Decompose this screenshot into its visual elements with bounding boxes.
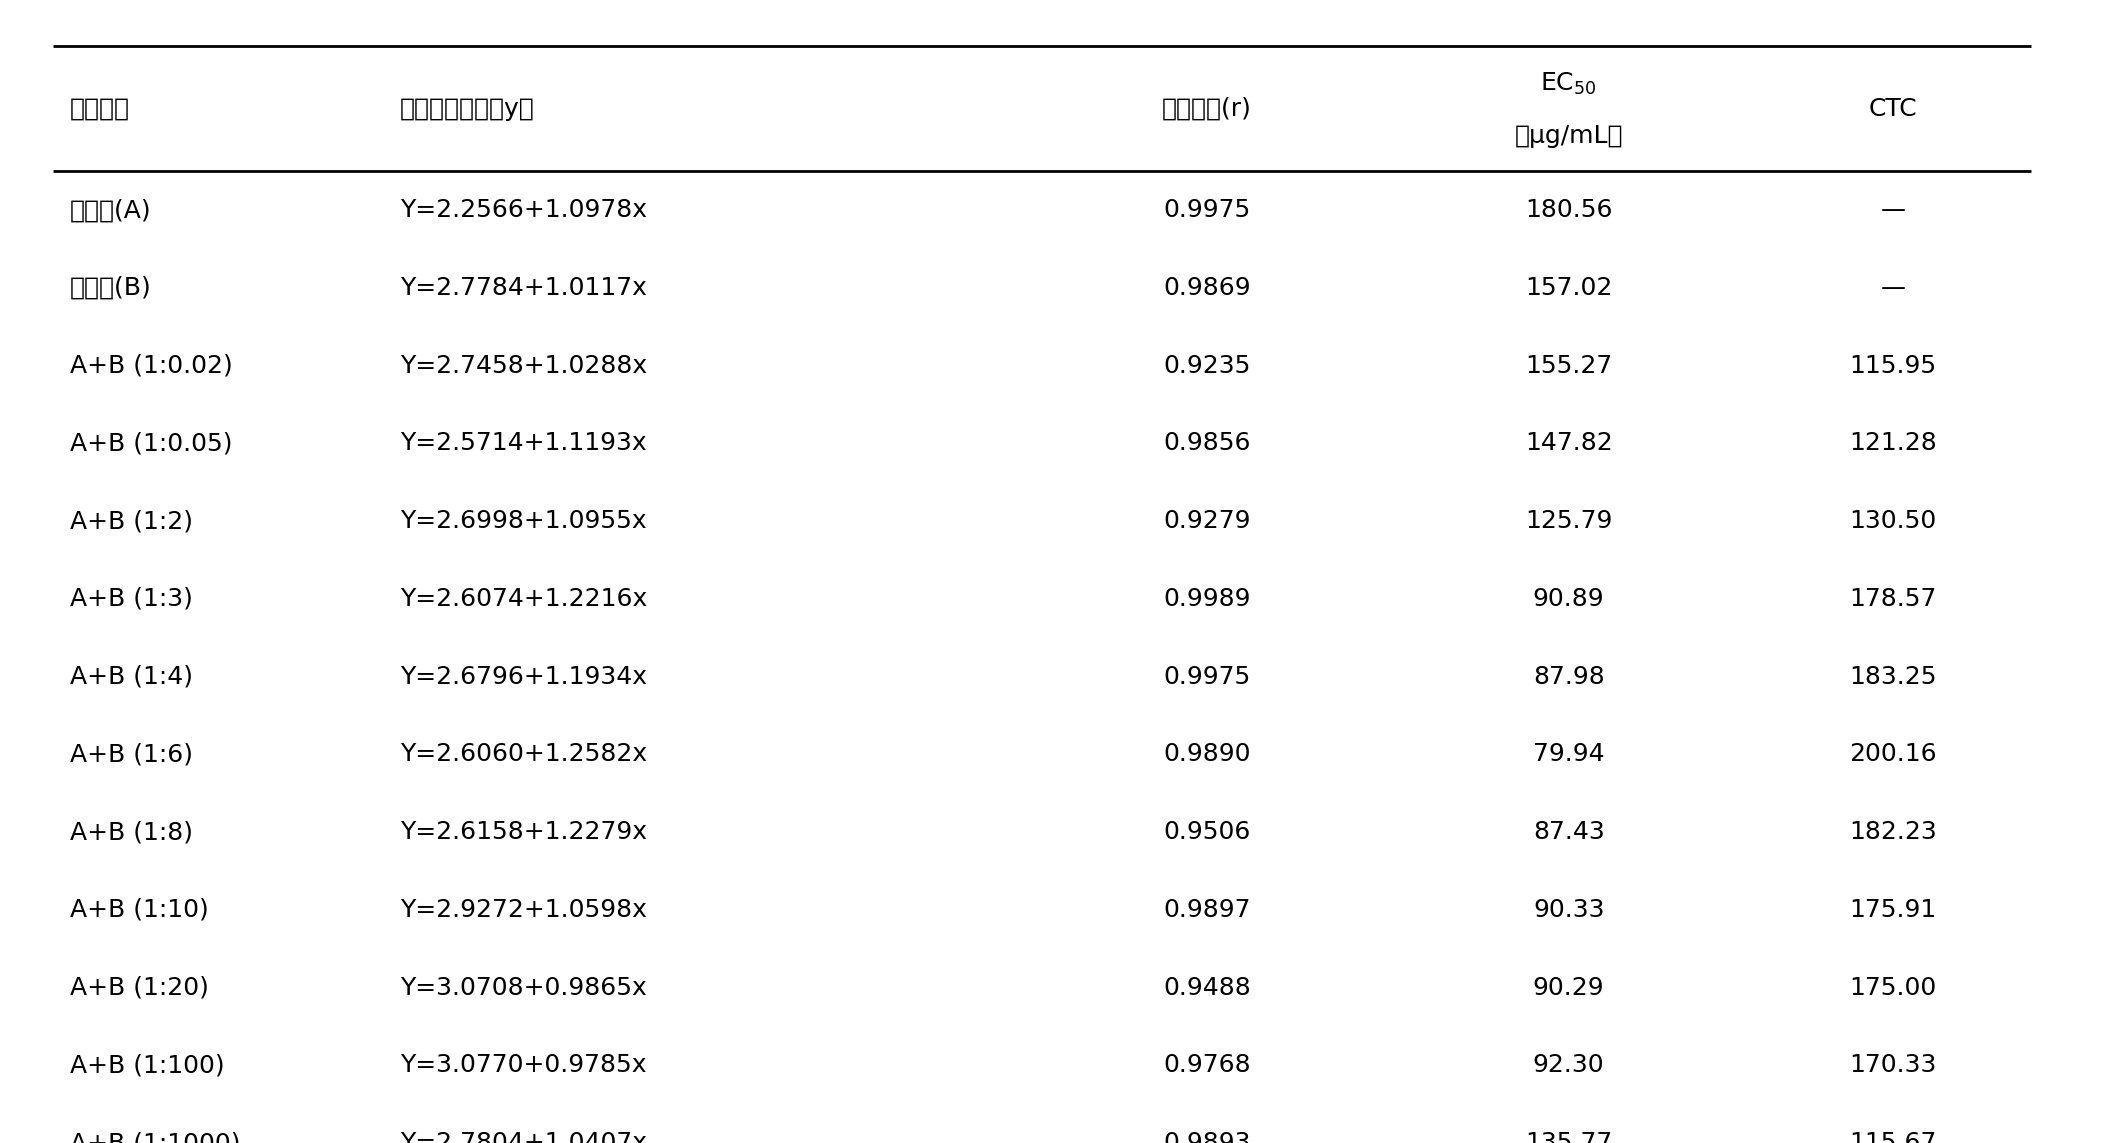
Text: 茶皌素(B): 茶皌素(B)	[70, 277, 151, 299]
Text: 178.57: 178.57	[1848, 588, 1938, 610]
Text: 125.79: 125.79	[1525, 510, 1612, 533]
Text: 175.91: 175.91	[1848, 898, 1938, 921]
Text: A+B (1:8): A+B (1:8)	[70, 821, 194, 844]
Text: EC$_{50}$: EC$_{50}$	[1540, 71, 1597, 96]
Text: 175.00: 175.00	[1848, 976, 1938, 999]
Text: —: —	[1880, 199, 1906, 222]
Text: Y=2.6060+1.2582x: Y=2.6060+1.2582x	[400, 743, 647, 766]
Text: CTC: CTC	[1870, 97, 1916, 120]
Text: 0.9893: 0.9893	[1163, 1132, 1251, 1143]
Text: 相关系数(r): 相关系数(r)	[1161, 97, 1253, 120]
Text: 182.23: 182.23	[1848, 821, 1938, 844]
Text: Y=2.7804+1.0407x: Y=2.7804+1.0407x	[400, 1132, 647, 1143]
Text: Y=2.5714+1.1193x: Y=2.5714+1.1193x	[400, 432, 647, 455]
Text: Y=2.6158+1.2279x: Y=2.6158+1.2279x	[400, 821, 647, 844]
Text: 0.9488: 0.9488	[1163, 976, 1251, 999]
Text: 0.9768: 0.9768	[1163, 1054, 1251, 1077]
Text: 183.25: 183.25	[1848, 665, 1938, 688]
Text: 200.16: 200.16	[1848, 743, 1938, 766]
Text: Y=2.6796+1.1934x: Y=2.6796+1.1934x	[400, 665, 647, 688]
Text: 0.9897: 0.9897	[1163, 898, 1251, 921]
Text: 90.33: 90.33	[1534, 898, 1604, 921]
Text: 130.50: 130.50	[1848, 510, 1938, 533]
Text: A+B (1:6): A+B (1:6)	[70, 743, 194, 766]
Text: 180.56: 180.56	[1525, 199, 1612, 222]
Text: 0.9989: 0.9989	[1163, 588, 1251, 610]
Text: 供试药剂: 供试药剂	[70, 97, 130, 120]
Text: A+B (1:20): A+B (1:20)	[70, 976, 208, 999]
Text: 90.89: 90.89	[1534, 588, 1604, 610]
Text: 0.9856: 0.9856	[1163, 432, 1251, 455]
Text: 0.9506: 0.9506	[1163, 821, 1251, 844]
Text: A+B (1:100): A+B (1:100)	[70, 1054, 225, 1077]
Text: 毒力回归方程（y）: 毒力回归方程（y）	[400, 97, 534, 120]
Text: A+B (1:0.02): A+B (1:0.02)	[70, 354, 234, 377]
Text: 115.95: 115.95	[1850, 354, 1936, 377]
Text: Y=2.9272+1.0598x: Y=2.9272+1.0598x	[400, 898, 647, 921]
Text: Y=3.0770+0.9785x: Y=3.0770+0.9785x	[400, 1054, 647, 1077]
Text: 92.30: 92.30	[1534, 1054, 1604, 1077]
Text: 0.9975: 0.9975	[1163, 199, 1251, 222]
Text: A+B (1:1000): A+B (1:1000)	[70, 1132, 240, 1143]
Text: Y=2.7784+1.0117x: Y=2.7784+1.0117x	[400, 277, 647, 299]
Text: —: —	[1880, 277, 1906, 299]
Text: 87.98: 87.98	[1534, 665, 1604, 688]
Text: Y=3.0708+0.9865x: Y=3.0708+0.9865x	[400, 976, 647, 999]
Text: Y=2.6074+1.2216x: Y=2.6074+1.2216x	[400, 588, 647, 610]
Text: Y=2.7458+1.0288x: Y=2.7458+1.0288x	[400, 354, 647, 377]
Text: A+B (1:0.05): A+B (1:0.05)	[70, 432, 232, 455]
Text: A+B (1:4): A+B (1:4)	[70, 665, 194, 688]
Text: 0.9235: 0.9235	[1163, 354, 1251, 377]
Text: 90.29: 90.29	[1534, 976, 1604, 999]
Text: 157.02: 157.02	[1525, 277, 1612, 299]
Text: 0.9890: 0.9890	[1163, 743, 1251, 766]
Text: 0.9869: 0.9869	[1163, 277, 1251, 299]
Text: （μg/mL）: （μg/mL）	[1514, 125, 1623, 149]
Text: 苦参碱(A): 苦参碱(A)	[70, 199, 151, 222]
Text: 87.43: 87.43	[1534, 821, 1604, 844]
Text: 0.9975: 0.9975	[1163, 665, 1251, 688]
Text: Y=2.6998+1.0955x: Y=2.6998+1.0955x	[400, 510, 647, 533]
Text: A+B (1:3): A+B (1:3)	[70, 588, 194, 610]
Text: A+B (1:10): A+B (1:10)	[70, 898, 208, 921]
Text: 0.9279: 0.9279	[1163, 510, 1251, 533]
Text: 121.28: 121.28	[1848, 432, 1938, 455]
Text: 135.77: 135.77	[1525, 1132, 1612, 1143]
Text: 170.33: 170.33	[1848, 1054, 1938, 1077]
Text: 155.27: 155.27	[1525, 354, 1612, 377]
Text: 115.67: 115.67	[1848, 1132, 1938, 1143]
Text: 147.82: 147.82	[1525, 432, 1612, 455]
Text: 79.94: 79.94	[1534, 743, 1604, 766]
Text: A+B (1:2): A+B (1:2)	[70, 510, 194, 533]
Text: Y=2.2566+1.0978x: Y=2.2566+1.0978x	[400, 199, 647, 222]
